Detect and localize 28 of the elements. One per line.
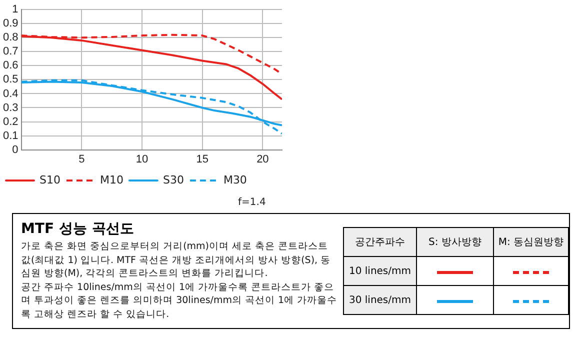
text: f=1.4: [238, 197, 266, 208]
text: 30 lines/mm: [344, 286, 416, 314]
legend-label: S10: [40, 173, 60, 186]
y-tick-label: 0.8: [2, 32, 18, 44]
y-tick-label: 0.6: [2, 60, 18, 72]
text: MTF 성능 곡선도: [21, 220, 134, 238]
text: 공간 주파수 10lines/mm의 곡선이 1에 가까울수록 콘트라스트가 좋으며 투과성이 좋은 렌즈를 의미하며 30lines/mm의 곡선이 1에 가까울수록 고해상 렌즈라 할 수 있습니다.: [21, 280, 338, 321]
y-tick-label: 0.4: [2, 88, 18, 100]
text: M: 동심원방향: [494, 228, 568, 256]
y-tick-label: 0: [12, 144, 18, 156]
x-tick-label: 15: [196, 153, 208, 166]
y-tick-label: 1: [12, 4, 18, 16]
legend-label: M30: [223, 173, 247, 186]
x-tick-label: 20: [256, 153, 269, 166]
y-tick-label: 0.2: [2, 116, 18, 128]
text: 10 lines/mm: [344, 256, 416, 286]
text: 공간주파수: [344, 228, 416, 256]
y-tick-label: 0.5: [2, 74, 18, 86]
legend-label: S30: [162, 173, 184, 186]
y-tick-label: 0.1: [2, 130, 18, 142]
y-tick-label: 0.9: [2, 18, 18, 30]
y-tick-label: 0.3: [2, 102, 18, 114]
text: 가로 축은 화면 중심으로부터의 거리(mm)이며 세로 축은 콘트라스트 값(최대값 1) 입니다. MTF 곡선은 개방 조리개에서의 방사 방향(S), 동심원 방향(M), 각각의 콘트라스트의 변화를 가리킵니다.: [21, 240, 332, 280]
y-tick-label: 0.7: [2, 46, 18, 58]
x-tick-label: 10: [136, 153, 148, 166]
legend-label: M10: [100, 173, 124, 186]
text: S: 방사방향: [416, 228, 494, 256]
x-tick-label: 5: [78, 153, 85, 166]
